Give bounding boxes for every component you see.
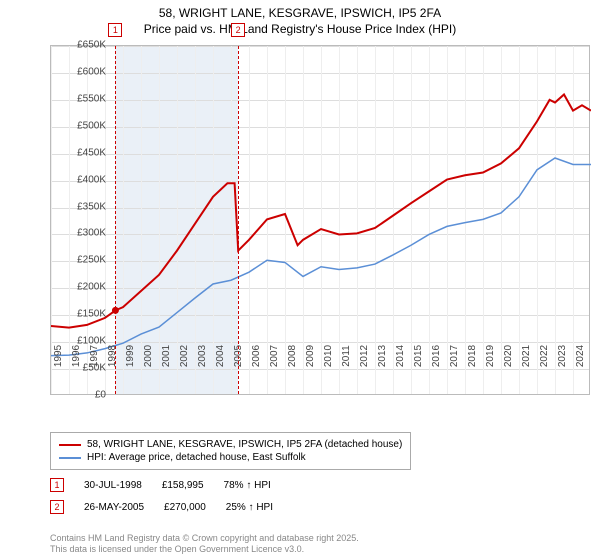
x-axis-label: 2021 [521,345,532,367]
y-axis-label: £300K [77,228,106,239]
x-axis-label: 2004 [215,345,226,367]
marker-line [238,46,239,394]
marker-badge: 1 [108,23,122,37]
y-axis-label: £550K [77,93,106,104]
marker-badge: 2 [231,23,245,37]
legend-box: 58, WRIGHT LANE, KESGRAVE, IPSWICH, IP5 … [50,432,411,470]
x-axis-label: 2022 [539,345,550,367]
x-axis-label: 2023 [557,345,568,367]
series-line [51,94,591,327]
y-axis-label: £400K [77,174,106,185]
y-axis-label: £350K [77,201,106,212]
y-axis-label: £450K [77,147,106,158]
plot-region: 12 [50,45,590,395]
y-axis-label: £150K [77,309,106,320]
x-axis-label: 1996 [71,345,82,367]
plot-area: 12 [50,45,590,395]
x-axis-label: 2001 [161,345,172,367]
x-axis-label: 2006 [251,345,262,367]
x-axis-label: 1998 [107,345,118,367]
x-axis-label: 2002 [179,345,190,367]
marker-badge: 2 [50,500,64,514]
transaction-price: £158,995 [162,480,204,491]
x-axis-label: 2009 [305,345,316,367]
x-axis-label: 2005 [233,345,244,367]
x-axis-label: 2015 [413,345,424,367]
x-axis-label: 2020 [503,345,514,367]
x-axis-label: 2019 [485,345,496,367]
title-line-2: Price paid vs. HM Land Registry's House … [0,22,600,38]
x-axis-label: 2012 [359,345,370,367]
chart-lines [51,46,591,396]
y-axis-label: £250K [77,255,106,266]
attribution: Contains HM Land Registry data © Crown c… [50,533,359,556]
y-axis-label: £200K [77,282,106,293]
x-axis-label: 2003 [197,345,208,367]
y-axis-label: £650K [77,40,106,51]
transaction-date: 30-JUL-1998 [84,480,142,491]
chart-title: 58, WRIGHT LANE, KESGRAVE, IPSWICH, IP5 … [0,0,600,37]
legend-label: HPI: Average price, detached house, East… [87,452,306,463]
legend-swatch [59,444,81,446]
x-axis-label: 2017 [449,345,460,367]
y-axis-label: £600K [77,66,106,77]
x-axis-label: 2013 [377,345,388,367]
attribution-line: This data is licensed under the Open Gov… [50,544,359,556]
transaction-price: £270,000 [164,502,206,513]
y-axis-label: £0 [95,390,106,401]
x-axis-label: 1997 [89,345,100,367]
x-axis-label: 2000 [143,345,154,367]
price-chart: 58, WRIGHT LANE, KESGRAVE, IPSWICH, IP5 … [0,0,600,560]
legend-row: 58, WRIGHT LANE, KESGRAVE, IPSWICH, IP5 … [59,439,402,450]
transaction-delta: 25% ↑ HPI [226,502,273,513]
series-line [51,158,591,356]
y-axis-label: £500K [77,120,106,131]
x-axis-label: 2010 [323,345,334,367]
x-axis-label: 2024 [575,345,586,367]
attribution-line: Contains HM Land Registry data © Crown c… [50,533,359,545]
x-axis-label: 2016 [431,345,442,367]
transaction-row: 2 26-MAY-2005 £270,000 25% ↑ HPI [50,500,273,514]
x-axis-label: 2011 [341,345,352,367]
x-axis-label: 2018 [467,345,478,367]
transaction-date: 26-MAY-2005 [84,502,144,513]
x-axis-label: 2007 [269,345,280,367]
x-axis-label: 1999 [125,345,136,367]
transaction-delta: 78% ↑ HPI [224,480,271,491]
x-axis-label: 1995 [53,345,64,367]
title-line-1: 58, WRIGHT LANE, KESGRAVE, IPSWICH, IP5 … [0,6,600,22]
legend-label: 58, WRIGHT LANE, KESGRAVE, IPSWICH, IP5 … [87,439,402,450]
legend-row: HPI: Average price, detached house, East… [59,452,402,463]
x-axis-label: 2014 [395,345,406,367]
marker-badge: 1 [50,478,64,492]
transaction-row: 1 30-JUL-1998 £158,995 78% ↑ HPI [50,478,271,492]
legend-swatch [59,457,81,459]
marker-line [115,46,116,394]
x-axis-label: 2008 [287,345,298,367]
